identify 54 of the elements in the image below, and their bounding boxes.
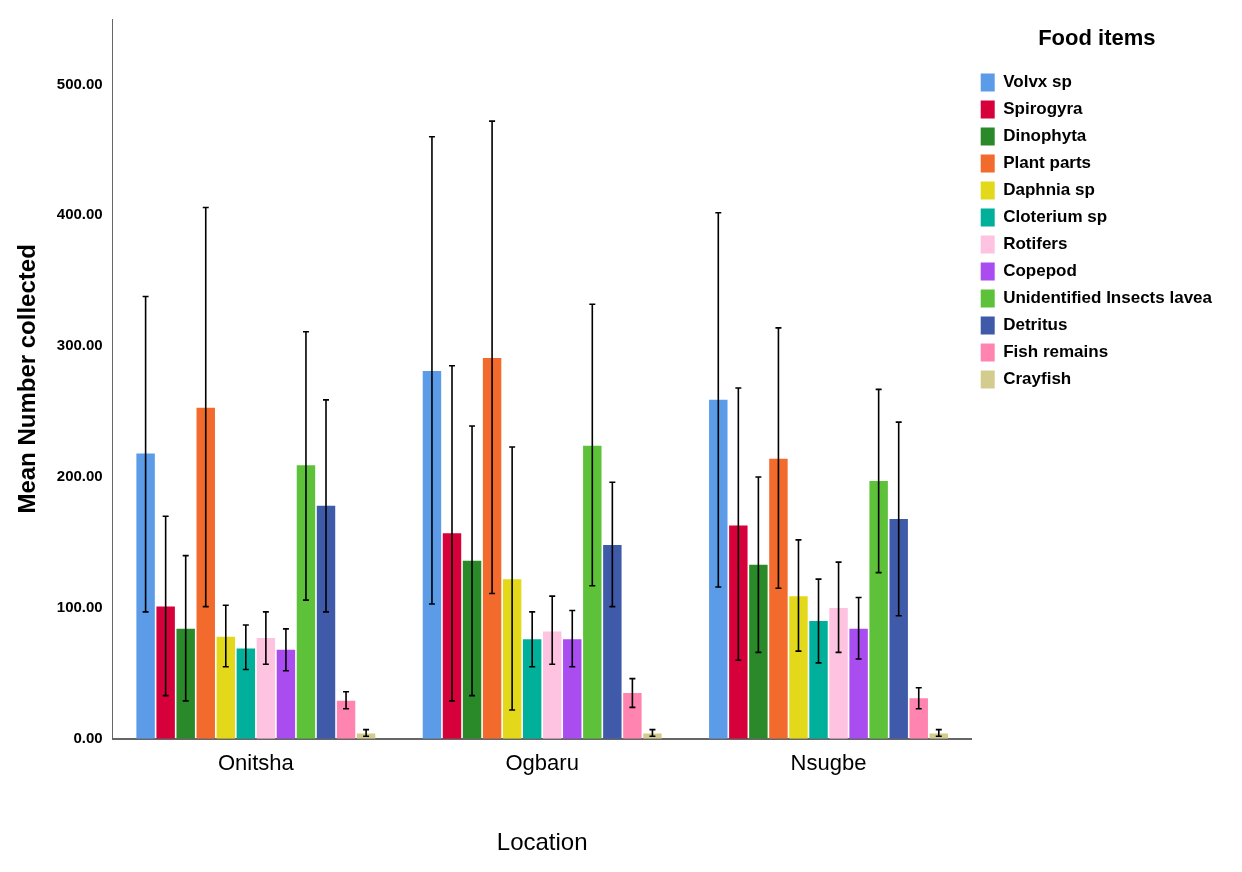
y-tick-label: 500.00: [56, 74, 103, 92]
legend-label: Cloterium sp: [1003, 207, 1108, 227]
legend-label: Spirogyra: [1003, 99, 1084, 119]
bar: [216, 636, 236, 739]
bar: [809, 621, 828, 739]
legend-label: Dinophyta: [1003, 126, 1087, 146]
legend-label: Unidentified Insects lavea: [1003, 288, 1213, 308]
y-tick-label: 100.00: [56, 598, 103, 616]
legend-label: Plant parts: [1003, 153, 1092, 173]
y-tick-label: 200.00: [56, 467, 103, 485]
bar: [789, 596, 808, 739]
x-tick-label: Ogbaru: [505, 750, 579, 776]
bar: [336, 700, 356, 739]
legend-label: Daphnia sp: [1003, 180, 1095, 200]
bar: [623, 693, 642, 739]
bar: [869, 480, 888, 739]
bar: [769, 458, 788, 739]
bar: [316, 505, 336, 739]
bar: [563, 639, 582, 739]
bar: [256, 638, 276, 739]
x-axis-title: Location: [496, 828, 588, 856]
bar: [482, 357, 502, 739]
bar: [603, 545, 622, 739]
bar: [829, 607, 848, 739]
bar: [889, 518, 908, 739]
bar: [583, 445, 602, 739]
legend-label: Volvx sp: [1003, 72, 1072, 92]
y-tick-label: 300.00: [56, 336, 103, 354]
legend-label: Rotifers: [1003, 234, 1068, 254]
x-tick-label: Nsugbe: [790, 750, 867, 776]
legend-title: Food items: [1038, 25, 1156, 51]
bar: [909, 698, 928, 739]
legend-label: Crayfish: [1003, 369, 1072, 389]
legend-label: Fish remains: [1003, 342, 1109, 362]
bar: [136, 453, 155, 739]
bar: [196, 407, 215, 739]
y-tick-label: 0.00: [73, 728, 103, 746]
bar: [276, 649, 296, 739]
bar: [749, 564, 768, 739]
bar: [849, 628, 868, 739]
bar: [296, 465, 316, 739]
bar: [422, 371, 442, 739]
bar: [709, 399, 728, 739]
y-axis-title: Mean Number collected: [13, 244, 41, 514]
bar: [729, 525, 748, 739]
bar: [543, 631, 562, 739]
y-tick-label: 400.00: [56, 205, 103, 223]
bar: [156, 606, 175, 739]
x-tick-label: Onitsha: [217, 750, 295, 776]
bar: [176, 628, 195, 739]
bar: [236, 648, 256, 739]
legend-label: Copepod: [1003, 261, 1077, 281]
legend-label: Detritus: [1003, 315, 1068, 335]
bar: [522, 639, 542, 739]
